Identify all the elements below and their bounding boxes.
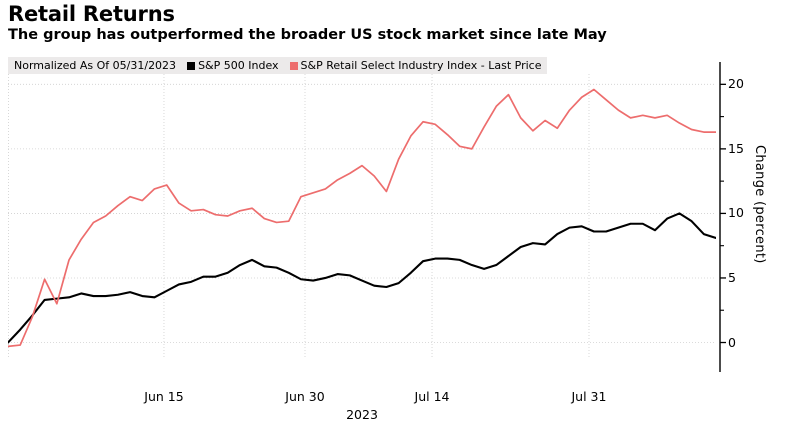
legend-swatch-sp500: [187, 61, 196, 70]
y-axis-tick-label: 20: [728, 76, 744, 92]
x-axis-tick-label: Jul 14: [414, 389, 450, 404]
chart-title: Retail Returns: [8, 2, 175, 26]
series-lines: [8, 88, 716, 348]
y-axis-tick-label: 10: [728, 205, 744, 221]
chart-subtitle: The group has outperformed the broader U…: [8, 27, 607, 43]
legend-swatch-retail: [289, 61, 298, 70]
y-axis: 0 5 10 15 20: [716, 62, 756, 372]
x-axis: Jun 15 Jun 30 Jul 14 Jul 31 2023: [0, 362, 789, 422]
legend-item-sp500[interactable]: S&P 500 Index: [187, 60, 289, 71]
plot-area: [8, 74, 716, 358]
series-line: [8, 88, 716, 348]
chart-legend: Normalized As Of 05/31/2023 S&P 500 Inde…: [8, 57, 548, 74]
series-line: [8, 212, 716, 344]
legend-label-retail: S&P Retail Select Industry Index - Last …: [300, 59, 542, 72]
x-axis-tick-label: Jun 15: [144, 389, 184, 404]
x-axis-tick-label: Jul 31: [571, 389, 607, 404]
legend-item-retail[interactable]: S&P Retail Select Industry Index - Last …: [289, 59, 542, 72]
y-axis-title: Change (percent): [752, 145, 767, 264]
grid-lines: [8, 74, 716, 358]
x-axis-tick-label: Jun 30: [285, 389, 325, 404]
y-axis-tick-label: 0: [728, 334, 736, 350]
y-axis-svg: [719, 62, 726, 372]
plot-svg: [8, 74, 716, 358]
legend-label-sp500: S&P 500 Index: [198, 59, 279, 72]
y-axis-tick-label: 15: [728, 140, 744, 156]
y-axis-tick-label: 5: [728, 269, 736, 285]
y-axis-ticks: [720, 83, 726, 344]
legend-normalization-note: Normalized As Of 05/31/2023: [14, 59, 177, 72]
x-axis-title: 2023: [346, 407, 378, 422]
